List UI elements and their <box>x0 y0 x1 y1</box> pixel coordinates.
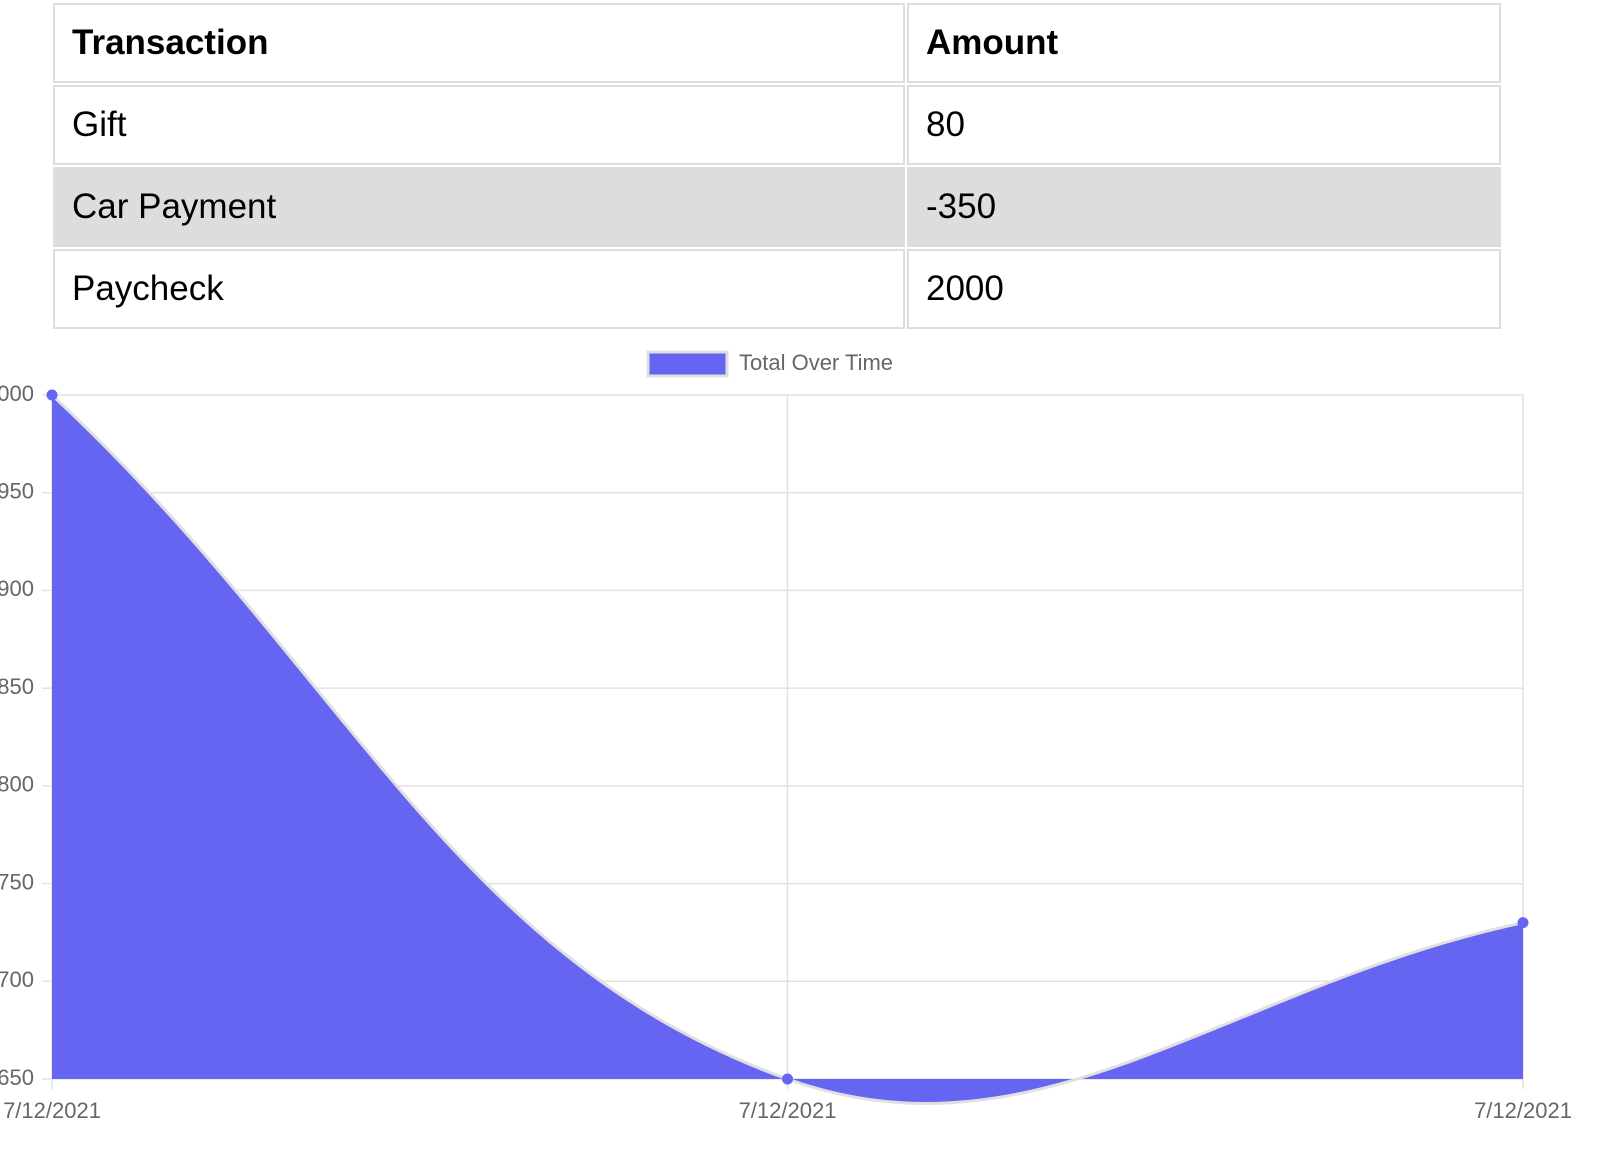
header-cell: Transaction <box>53 3 905 83</box>
y-tick-label: 1850 <box>0 674 34 699</box>
y-tick-label: 2000 <box>0 381 34 406</box>
x-tick-label: 7/12/2021 <box>3 1098 101 1123</box>
data-point <box>1517 917 1529 929</box>
x-tick-label: 7/12/2021 <box>739 1098 837 1123</box>
table-cell: Paycheck <box>53 249 905 329</box>
table-cell: 2000 <box>907 249 1501 329</box>
data-point <box>782 1073 793 1085</box>
y-tick-label: 1950 <box>0 479 34 504</box>
y-tick-label: 1700 <box>0 967 34 992</box>
x-tick-label: 7/12/2021 <box>1474 1098 1572 1123</box>
y-tick-label: 1800 <box>0 772 34 797</box>
y-tick-label: 1900 <box>0 576 34 601</box>
area-fill <box>52 395 1523 1104</box>
table-cell: -350 <box>907 167 1501 247</box>
table-cell: 80 <box>907 85 1501 165</box>
legend-swatch <box>646 350 729 378</box>
y-tick-label: 1650 <box>0 1065 34 1090</box>
table-cell: Gift <box>53 85 905 165</box>
data-point <box>46 389 58 401</box>
area-line <box>50 393 1524 1105</box>
header-cell: Amount <box>907 3 1501 83</box>
table-cell: Car Payment <box>53 167 905 247</box>
y-tick-label: 1750 <box>0 869 34 894</box>
legend-label: Total Over Time <box>739 350 893 375</box>
